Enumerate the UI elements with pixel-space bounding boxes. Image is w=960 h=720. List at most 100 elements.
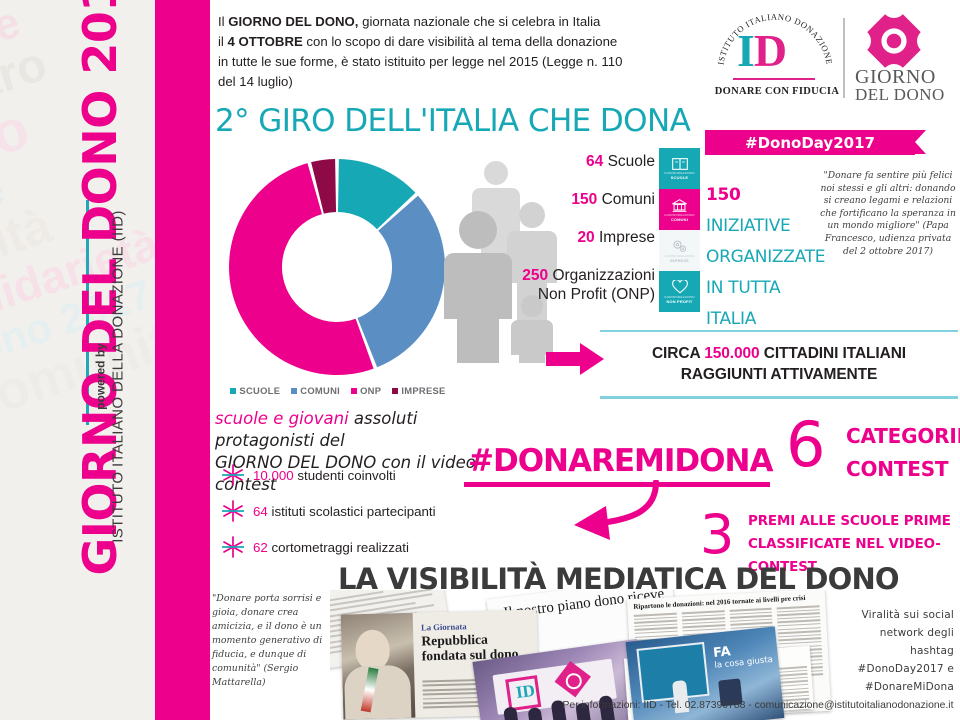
intro-line4: del 14 luglio) [218,74,293,89]
list-item: 10.000 studenti coinvolti [222,457,512,493]
powered-by-label: powered by [93,343,108,410]
clipping-photo [340,612,416,720]
bank-icon [672,198,687,212]
legend-item-imprese: IMPRESE [392,385,445,396]
banner-subtitle: powered by ISTITUTO ITALIANO DELLA DONAZ… [94,127,127,627]
donut-chart [229,159,445,375]
legend-swatch [351,387,358,394]
stat-imprese: 20 Imprese [470,228,655,247]
iid-tagline: DONARE CON FIDUCIA [714,86,840,97]
premi-number: 3 [700,503,735,566]
bullet-label: istituti scolastici partecipanti [267,503,436,519]
quote-papa-francesco: "Donare fa sentire più felici noi stessi… [818,170,958,258]
iid-letter-i: I [737,25,755,76]
icon-card-scuole: GIORNODELDONO SCUOLE [659,148,700,189]
iid-monogram: ID [737,25,787,76]
list-item-text: 62 cortometraggi realizzati [253,540,409,555]
stat-label: Organizzazioni [552,267,655,284]
iid-letter-d: D [753,25,787,76]
statistics-list: 64 Scuole 150 Comuni 20 Imprese 250 Orga… [470,152,655,304]
intro-line3: in tutte le sue forme, è stato istituito… [218,54,623,69]
circa-pre: CIRCA [651,345,705,363]
legend-swatch [291,387,298,394]
stat-number: 64 [586,153,604,170]
iniziative-number: 150 [706,185,741,205]
icon-card-comuni: GIORNODELDONO COMUNI [659,189,700,230]
asterisk-icon [222,464,244,486]
categorie-line1: CATEGORIE [846,424,960,448]
legend-swatch [230,387,237,394]
stat-label: Comuni [601,191,655,208]
stat-comuni: 150 Comuni [470,190,655,209]
bullet-number: 64 [253,503,268,519]
stage-iid-logo-icon: ID [505,675,542,712]
gdd-line2: DEL DONO [855,85,945,104]
legend-item-scuole: SCUOLE [230,385,280,396]
legend-label: SCUOLE [239,385,281,396]
bullet-label: studenti coinvolti [293,467,396,483]
asterisk-icon [222,500,244,522]
iniziative-block: 150 INIZIATIVE ORGANIZZATE IN TUTTA ITAL… [706,180,826,335]
iniziative-line2: ORGANIZZATE [706,247,826,267]
clipping-kicker: La Giornata [420,621,467,633]
iid-arc-text-icon: ISTITUTO ITALIANO DONAZIONE [715,12,833,66]
giovani-highlight: scuole e giovani [215,409,349,428]
gdd-line1: GIORNO [855,66,936,88]
gdd-wordmark: GIORNO DEL DONO [855,66,955,104]
stat-label: Imprese [599,229,655,246]
circa-line2: RAGGIUNTI ATTIVAMENTE [680,366,878,384]
cittadini-block: CIRCA 150.000 CITTADINI ITALIANI RAGGIUN… [600,330,958,399]
section-heading-giro: 2° GIRO DELL'ITALIA CHE DONA [215,103,691,139]
gears-icon [673,240,687,252]
hashtag-banner: #DonoDay2017 [705,130,926,155]
asterisk-icon [222,536,244,558]
intro-brand: GIORNO DEL DONO, [228,14,359,29]
divider-bottom [600,396,958,399]
donut-slice-scuole [337,159,416,230]
cittadini-text: CIRCA 150.000 CITTADINI ITALIANI RAGGIUN… [600,332,958,396]
bullet-number: 10.000 [253,467,294,483]
social-virality-note: Viralità sui social network degli hashta… [846,606,954,696]
premi-line2: CLASSIFICATE NEL VIDEO-CONTEST [748,537,941,575]
donut-slice-imprese [311,159,337,214]
social-line5: #DonareMiDona [864,681,954,693]
icon-card-kicker: GIORNODELDONO [664,295,695,299]
circa-post: CITTADINI ITALIANI [759,345,907,363]
social-line2: network degli [879,627,954,639]
logo-block: ISTITUTO ITALIANO DONAZIONE ID DONARE CO… [705,6,953,134]
list-item: 62 cortometraggi realizzati [222,529,512,565]
circa-number: 150.000 [704,345,760,363]
icon-card-name: NON PROFIT [666,299,693,304]
tv-show-title: FA la cosa giusta [712,641,774,673]
social-line1: Viralità sui social [861,609,954,621]
quote-text: "Donare fa sentire più felici noi stessi… [820,170,956,232]
footer-contact: Per informazioni: IID - Tel. 02.87390788… [562,700,954,711]
right-arrow-icon [546,343,604,375]
categorie-line2: CONTEST [846,457,949,481]
intro-line2-c: con lo scopo di dare visibilità al tema … [302,34,618,49]
bullet-list: 10.000 studenti coinvolti 64 istituti sc… [222,457,512,565]
giovani-heading: scuole e giovani assoluti protagonisti d… [215,408,515,496]
iniziative-line1: 150 INIZIATIVE [706,180,826,242]
logo-divider [843,18,845,98]
legend-item-onp: ONP [351,385,381,396]
intro-line1-c: giornata nazionale che si celebra in Ita… [358,14,601,29]
stat-scuole: 64 Scuole [470,152,655,171]
left-banner: donare in ufficiale registro dono civile… [0,0,165,720]
premi-line1: PREMI ALLE SCUOLE PRIME [748,514,951,529]
icon-card-name: COMUNI [671,216,688,222]
vertical-divider-rule [86,200,89,425]
legend-label: ONP [360,385,382,396]
list-item-text: 10.000 studenti coinvolti [253,468,396,483]
iid-logo: ISTITUTO ITALIANO DONAZIONE ID DONARE CO… [711,8,839,108]
iniziative-word: INIZIATIVE [706,216,791,236]
bullet-label: cortometraggi realizzati [267,539,409,555]
bullet-number: 62 [253,539,268,555]
premi-label: PREMI ALLE SCUOLE PRIME CLASSIFICATE NEL… [748,510,960,579]
giovani-line2: GIORNO DEL DONO con il video-contest [215,453,482,494]
iniziative-line3: IN TUTTA ITALIA [706,278,781,329]
people-silhouettes-icon [444,161,557,363]
giorno-del-dono-logo: GIORNO DEL DONO [855,10,953,108]
icon-card-non-profit: GIORNODELDONO NON PROFIT [659,271,700,312]
